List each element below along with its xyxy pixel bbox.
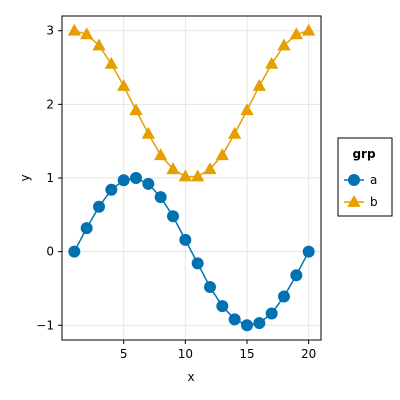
x-tick-label: 15	[239, 347, 254, 361]
data-point-a	[167, 210, 179, 223]
x-tick-label: 20	[301, 347, 316, 361]
legend-item-b: b	[344, 195, 378, 209]
legend-item-a: a	[344, 173, 377, 187]
data-point-a	[216, 300, 229, 313]
data-point-b	[228, 126, 242, 139]
data-point-a	[68, 245, 81, 258]
data-point-b	[191, 169, 205, 182]
data-point-b	[117, 78, 131, 91]
data-point-a	[278, 290, 290, 303]
data-point-b	[289, 27, 303, 40]
y-tick-label: −1	[36, 318, 54, 332]
data-point-b	[265, 56, 279, 69]
x-tick-label: 5	[120, 347, 128, 361]
legend-marker	[348, 174, 360, 186]
data-point-a	[93, 200, 105, 213]
data-point-a	[105, 183, 118, 196]
x-tick-label: 10	[178, 347, 193, 361]
data-point-b	[67, 23, 81, 36]
series-a	[68, 172, 315, 332]
data-point-b	[80, 27, 94, 40]
data-point-a	[253, 317, 266, 330]
legend-box	[337, 137, 393, 217]
data-point-a	[191, 257, 204, 270]
series-b	[67, 23, 316, 182]
data-point-b	[240, 103, 254, 116]
data-point-b	[277, 38, 291, 51]
data-point-a	[204, 280, 216, 293]
legend-marker	[347, 195, 361, 207]
data-point-b	[178, 169, 192, 182]
data-point-b	[215, 148, 229, 161]
series-line-b	[74, 30, 309, 178]
data-point-b	[166, 162, 180, 175]
data-point-b	[302, 23, 316, 36]
y-tick-label: 3	[46, 24, 54, 38]
data-point-a	[179, 233, 192, 246]
data-point-a	[80, 222, 93, 235]
legend-items: ab	[344, 173, 378, 209]
data-point-a	[241, 319, 253, 332]
data-point-a	[130, 172, 142, 184]
legend-title: grp	[352, 147, 376, 161]
legend: grp ab	[337, 137, 393, 217]
data-point-a	[117, 174, 130, 187]
data-point-a	[302, 245, 315, 258]
data-point-b	[154, 148, 168, 161]
data-point-b	[129, 103, 143, 116]
legend-label: b	[370, 195, 378, 209]
y-axis-title: y	[18, 174, 32, 181]
x-axis-title: x	[187, 370, 194, 384]
y-tick-label: 0	[46, 245, 54, 259]
y-tick-label: 2	[46, 97, 54, 111]
series-layer	[67, 23, 316, 332]
y-tick-label: 1	[46, 171, 54, 185]
data-point-a	[290, 269, 303, 282]
legend-label: a	[370, 173, 377, 187]
data-point-b	[92, 38, 106, 51]
axis-ticks: 5 10 15 20 −1 0 1 2 3	[36, 24, 316, 361]
data-point-b	[203, 162, 217, 175]
data-point-b	[141, 126, 155, 139]
data-point-a	[228, 313, 241, 326]
data-point-a	[142, 177, 155, 190]
data-point-b	[252, 78, 266, 91]
data-point-a	[265, 307, 278, 320]
data-point-a	[154, 191, 167, 204]
data-point-b	[104, 56, 118, 69]
